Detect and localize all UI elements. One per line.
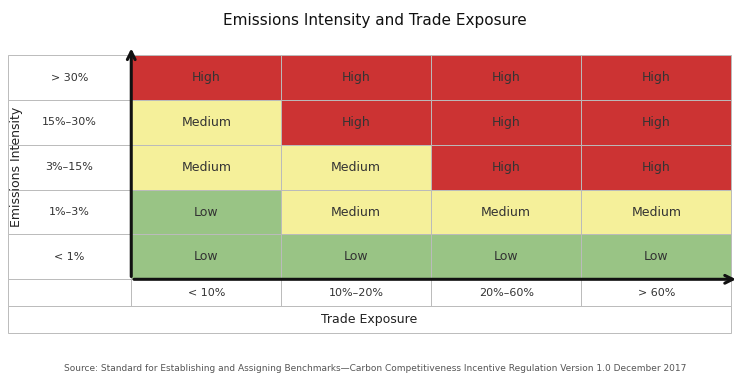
Text: Medium: Medium <box>182 116 231 129</box>
Text: > 60%: > 60% <box>638 288 675 298</box>
Text: < 10%: < 10% <box>188 288 225 298</box>
Text: Medium: Medium <box>332 206 381 218</box>
Bar <box>281 234 431 279</box>
Bar <box>8 190 131 234</box>
Bar <box>131 55 281 100</box>
Text: Trade Exposure: Trade Exposure <box>321 313 418 326</box>
Bar <box>131 190 281 234</box>
Text: High: High <box>192 71 220 84</box>
Text: Medium: Medium <box>482 206 531 218</box>
Bar <box>131 234 281 279</box>
Bar <box>8 55 131 100</box>
Text: High: High <box>492 71 520 84</box>
Bar <box>131 279 281 306</box>
Text: 1%–3%: 1%–3% <box>49 207 90 217</box>
Bar <box>8 100 131 145</box>
Bar <box>581 234 731 279</box>
Bar <box>581 190 731 234</box>
Bar <box>431 100 581 145</box>
Text: Low: Low <box>494 250 518 263</box>
Text: Emissions Intensity and Trade Exposure: Emissions Intensity and Trade Exposure <box>224 13 526 28</box>
Text: High: High <box>492 161 520 174</box>
Text: < 1%: < 1% <box>54 252 85 262</box>
Bar <box>8 234 131 279</box>
Bar <box>281 100 431 145</box>
Text: Emissions Intensity: Emissions Intensity <box>10 107 23 227</box>
Text: 15%–30%: 15%–30% <box>42 117 97 127</box>
Bar <box>581 55 731 100</box>
Text: 3%–15%: 3%–15% <box>46 162 93 172</box>
Text: > 30%: > 30% <box>51 73 88 82</box>
Text: Low: Low <box>644 250 668 263</box>
Bar <box>131 145 281 190</box>
Text: Low: Low <box>194 250 218 263</box>
Bar <box>431 145 581 190</box>
Text: High: High <box>642 71 670 84</box>
Text: High: High <box>342 71 370 84</box>
Bar <box>8 145 131 190</box>
Text: High: High <box>642 161 670 174</box>
Bar <box>581 100 731 145</box>
Text: Medium: Medium <box>632 206 681 218</box>
Bar <box>431 279 581 306</box>
Bar <box>281 279 431 306</box>
Bar <box>431 55 581 100</box>
Text: Medium: Medium <box>182 161 231 174</box>
Text: High: High <box>492 116 520 129</box>
Bar <box>131 100 281 145</box>
Text: Medium: Medium <box>332 161 381 174</box>
Text: High: High <box>342 116 370 129</box>
Bar <box>8 306 731 332</box>
Text: Low: Low <box>344 250 368 263</box>
Bar <box>581 279 731 306</box>
Text: Low: Low <box>194 206 218 218</box>
Bar <box>281 55 431 100</box>
Bar <box>8 279 131 306</box>
Text: 10%–20%: 10%–20% <box>328 288 384 298</box>
Bar <box>281 190 431 234</box>
Bar <box>281 145 431 190</box>
Bar <box>431 190 581 234</box>
Text: Source: Standard for Establishing and Assigning Benchmarks—Carbon Competitivenes: Source: Standard for Establishing and As… <box>64 364 686 373</box>
Text: High: High <box>642 116 670 129</box>
Bar <box>431 234 581 279</box>
Bar <box>581 145 731 190</box>
Text: 20%–60%: 20%–60% <box>478 288 534 298</box>
